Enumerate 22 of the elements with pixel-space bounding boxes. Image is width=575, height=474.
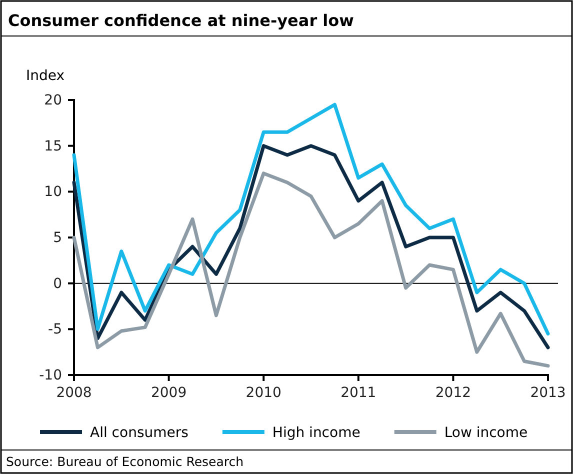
y-tick-label: -10	[39, 367, 62, 384]
line-series	[72, 144, 550, 350]
x-tick-label: 2009	[150, 384, 187, 401]
chart-title: Consumer confidence at nine-year low	[8, 11, 354, 30]
legend-label: High income	[272, 425, 360, 441]
y-tick-label: 15	[44, 138, 62, 154]
y-tick-label: 0	[53, 276, 62, 292]
x-tick-label: 2011	[340, 384, 376, 401]
x-tick-label: 2010	[246, 384, 282, 401]
x-tick-label: 2008	[56, 384, 92, 401]
line-series	[72, 102, 550, 336]
legend-label: Low income	[444, 425, 528, 441]
x-tick-label: 2013	[530, 384, 566, 401]
y-tick-label: 5	[53, 230, 62, 246]
legend-label: All consumers	[90, 425, 188, 441]
y-tick-label: 20	[44, 92, 62, 108]
line-series	[72, 172, 550, 368]
x-tick-label: 2012	[435, 384, 472, 401]
y-axis-title: Index	[26, 68, 65, 84]
source-note: Source: Bureau of Economic Research	[6, 454, 244, 469]
y-tick-label: -5	[48, 322, 62, 338]
y-tick-label: 10	[44, 184, 62, 200]
